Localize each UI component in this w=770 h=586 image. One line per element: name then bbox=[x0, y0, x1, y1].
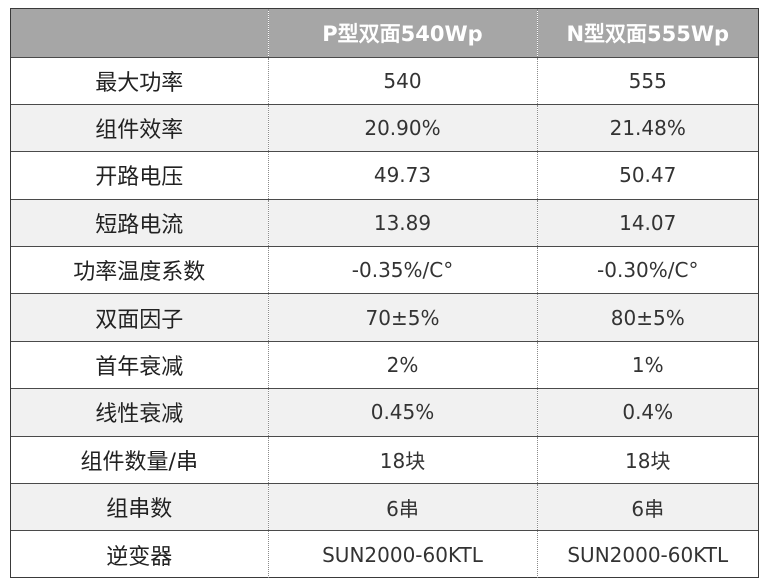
row-label: 功率温度系数 bbox=[11, 246, 268, 294]
n-type-value: 50.47 bbox=[536, 151, 758, 200]
table-row: 组串数 6串 6串 bbox=[11, 483, 758, 531]
row-label: 线性衰减 bbox=[11, 388, 268, 437]
p-type-value: 13.89 bbox=[267, 198, 537, 247]
n-type-value: 1% bbox=[536, 340, 758, 389]
n-type-value: 80±5% bbox=[536, 293, 758, 342]
table-row: 开路电压 49.73 50.47 bbox=[11, 151, 758, 200]
p-type-value: 49.73 bbox=[267, 151, 537, 200]
comparison-table-container: P型双面540Wp N型双面555Wp 最大功率 540 555 组件效率 20… bbox=[10, 8, 759, 579]
n-type-value: 555 bbox=[536, 56, 758, 105]
n-type-value: 21.48% bbox=[536, 103, 758, 152]
table-row: 逆变器 SUN2000-60KTL SUN2000-60KTL bbox=[11, 530, 758, 579]
p-type-value: -0.35%/C° bbox=[267, 246, 537, 294]
header-row: P型双面540Wp N型双面555Wp bbox=[11, 9, 758, 57]
table-row: 短路电流 13.89 14.07 bbox=[11, 198, 758, 247]
n-type-value: 14.07 bbox=[536, 198, 758, 247]
row-label: 组件效率 bbox=[11, 103, 268, 152]
table-row: 最大功率 540 555 bbox=[11, 56, 758, 105]
table-row: 功率温度系数 -0.35%/C° -0.30%/C° bbox=[11, 246, 758, 294]
p-type-value: 2% bbox=[267, 340, 537, 389]
p-type-value: 540 bbox=[267, 56, 537, 105]
row-label: 组串数 bbox=[11, 483, 268, 531]
p-type-value: 70±5% bbox=[267, 293, 537, 342]
row-label: 开路电压 bbox=[11, 151, 268, 200]
row-label: 双面因子 bbox=[11, 293, 268, 342]
row-label: 短路电流 bbox=[11, 198, 268, 247]
p-type-value: 18块 bbox=[267, 435, 537, 484]
module-comparison-table: P型双面540Wp N型双面555Wp 最大功率 540 555 组件效率 20… bbox=[11, 9, 758, 579]
n-type-value: 6串 bbox=[536, 483, 758, 531]
table-row: 线性衰减 0.45% 0.4% bbox=[11, 388, 758, 437]
table-row: 组件数量/串 18块 18块 bbox=[11, 435, 758, 484]
n-type-value: -0.30%/C° bbox=[536, 246, 758, 294]
n-type-value: SUN2000-60KTL bbox=[536, 530, 758, 579]
table-row: 组件效率 20.90% 21.48% bbox=[11, 103, 758, 152]
p-type-value: 0.45% bbox=[267, 388, 537, 437]
table-body: 最大功率 540 555 组件效率 20.90% 21.48% 开路电压 49.… bbox=[11, 56, 758, 579]
p-type-value: SUN2000-60KTL bbox=[267, 530, 537, 579]
row-label: 首年衰减 bbox=[11, 340, 268, 389]
header-cell-n-type: N型双面555Wp bbox=[536, 9, 758, 57]
table-row: 首年衰减 2% 1% bbox=[11, 340, 758, 389]
table-header: P型双面540Wp N型双面555Wp bbox=[11, 9, 758, 57]
row-label: 最大功率 bbox=[11, 56, 268, 105]
row-label: 逆变器 bbox=[11, 530, 268, 579]
n-type-value: 18块 bbox=[536, 435, 758, 484]
row-label: 组件数量/串 bbox=[11, 435, 268, 484]
p-type-value: 6串 bbox=[267, 483, 537, 531]
header-cell-empty bbox=[11, 9, 268, 57]
header-cell-p-type: P型双面540Wp bbox=[267, 9, 537, 57]
p-type-value: 20.90% bbox=[267, 103, 537, 152]
table-row: 双面因子 70±5% 80±5% bbox=[11, 293, 758, 342]
n-type-value: 0.4% bbox=[536, 388, 758, 437]
